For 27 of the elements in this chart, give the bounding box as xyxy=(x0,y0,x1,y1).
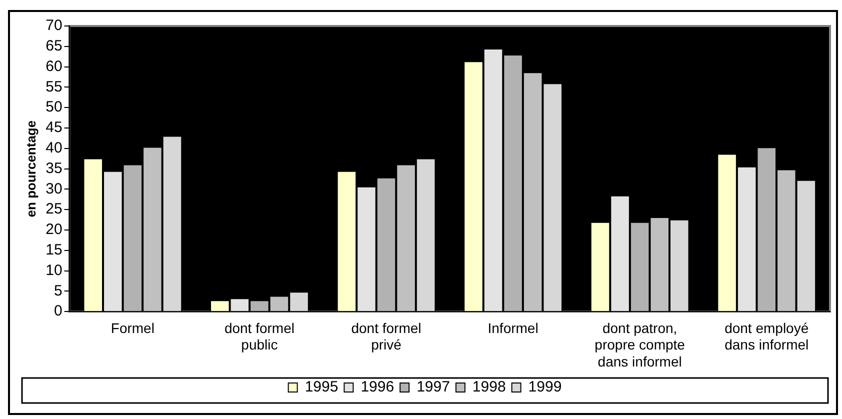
y-tick-label: 35 xyxy=(46,160,62,177)
y-tick-label: 20 xyxy=(46,221,62,238)
y-tick-label: 0 xyxy=(54,302,62,320)
y-tick-label: 15 xyxy=(46,242,62,259)
y-tick-label: 70 xyxy=(46,17,62,34)
legend-label: 1995 xyxy=(304,378,338,396)
y-tick-label: 60 xyxy=(46,58,62,75)
y-tick-label: 50 xyxy=(46,98,62,116)
legend-label: 1998 xyxy=(472,378,506,396)
y-tick-label: 65 xyxy=(46,38,62,55)
legend-label: 1999 xyxy=(528,378,562,396)
legend-label: 1996 xyxy=(360,378,394,396)
x-tick-label: dont formel privé xyxy=(351,320,422,353)
y-tick-label: 5 xyxy=(54,282,62,300)
legend-label: 1997 xyxy=(416,378,450,396)
y-tick-label: 45 xyxy=(46,119,62,136)
x-tick-label: dont formel public xyxy=(224,320,294,353)
x-tick-label: Informel xyxy=(488,320,538,336)
y-tick-label: 55 xyxy=(46,78,62,96)
y-tick-label: 25 xyxy=(46,200,62,218)
y-axis-title: en pourcentage xyxy=(23,120,38,218)
y-tick-label: 10 xyxy=(46,262,62,279)
x-tick-label: dont patron, propre compte dans informel xyxy=(594,320,686,370)
y-tick-label: 40 xyxy=(46,140,62,157)
x-tick-label: dont employé dans informel xyxy=(724,320,809,353)
y-tick-label: 30 xyxy=(46,180,62,198)
x-tick-label: Formel xyxy=(110,320,154,336)
